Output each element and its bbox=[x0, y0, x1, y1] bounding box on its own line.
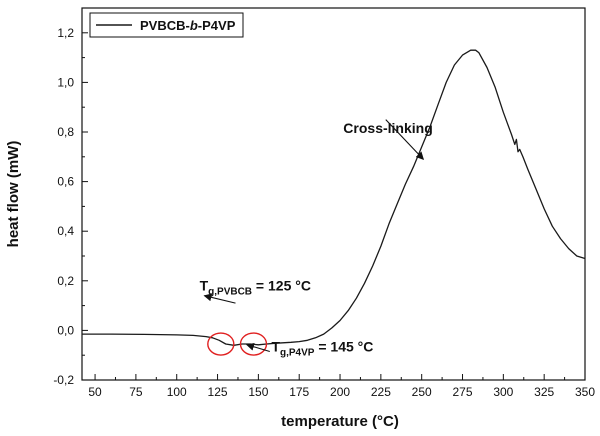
x-tick-label: 325 bbox=[534, 385, 554, 399]
annotation-arrow bbox=[203, 293, 236, 304]
y-tick-label: 1,0 bbox=[57, 75, 74, 89]
annotation-value: = 145 °C bbox=[314, 338, 373, 354]
annotation-arrow bbox=[245, 342, 270, 353]
y-tick-label: 0,6 bbox=[57, 175, 74, 189]
y-tick-label: 0,8 bbox=[57, 125, 74, 139]
annotation-symbol: T bbox=[200, 278, 209, 294]
annotation-label: Tg,P4VP = 145 °C bbox=[271, 338, 373, 358]
x-axis: 50 75 100 125 150 175 200 225 250 275 300 325 350 bbox=[88, 374, 595, 399]
y-tick-label: 0,0 bbox=[57, 323, 74, 337]
annotation-arrow bbox=[385, 119, 425, 161]
x-tick-label: 250 bbox=[412, 385, 432, 399]
annotation-layer: Tg,PVBCB = 125 °CTg,P4VP = 145 °CCross-l… bbox=[200, 119, 433, 358]
x-tick-label: 300 bbox=[493, 385, 513, 399]
x-tick-label: 350 bbox=[575, 385, 595, 399]
x-tick-label: 75 bbox=[129, 385, 143, 399]
x-tick-label: 175 bbox=[289, 385, 309, 399]
annotation-label: Cross-linking bbox=[343, 120, 432, 136]
y-axis: -0,2 0,0 0,2 0,4 0,6 0,8 1,0 1,2 bbox=[53, 26, 88, 387]
x-tick-label: 100 bbox=[167, 385, 187, 399]
series-layer bbox=[82, 49, 586, 346]
y-tick-label: 1,2 bbox=[57, 26, 74, 40]
legend: PVBCB-b-P4VP bbox=[89, 12, 244, 38]
y-tick-label: 0,2 bbox=[57, 274, 74, 288]
legend-label-part: PVBCB- bbox=[140, 18, 190, 33]
x-tick-label: 200 bbox=[330, 385, 350, 399]
y-tick-label: -0,2 bbox=[53, 373, 74, 387]
y-axis-title: heat flow (mW) bbox=[5, 141, 22, 248]
legend-label-part-italic: b bbox=[190, 18, 198, 33]
annotation-label: Tg,PVBCB = 125 °C bbox=[200, 278, 311, 298]
transition-marker-circle bbox=[239, 332, 268, 356]
annotation-symbol: T bbox=[271, 338, 280, 354]
x-axis-title: temperature (°C) bbox=[281, 413, 399, 430]
legend-label: PVBCB-b-P4VP bbox=[140, 18, 236, 33]
x-tick-label: 275 bbox=[453, 385, 473, 399]
annotation-value: = 125 °C bbox=[252, 278, 311, 294]
transition-marker-circle bbox=[207, 332, 235, 356]
y-tick-label: 0,4 bbox=[57, 224, 74, 238]
x-tick-label: 125 bbox=[208, 385, 228, 399]
x-tick-label: 50 bbox=[88, 385, 102, 399]
legend-label-part: -P4VP bbox=[198, 18, 236, 33]
x-tick-label: 225 bbox=[371, 385, 391, 399]
series-line bbox=[82, 49, 586, 346]
x-tick-label: 150 bbox=[248, 385, 268, 399]
annotation-subscript: g,PVBCB bbox=[208, 287, 252, 298]
annotation-subscript: g,P4VP bbox=[280, 347, 315, 358]
plot-frame bbox=[81, 7, 586, 381]
